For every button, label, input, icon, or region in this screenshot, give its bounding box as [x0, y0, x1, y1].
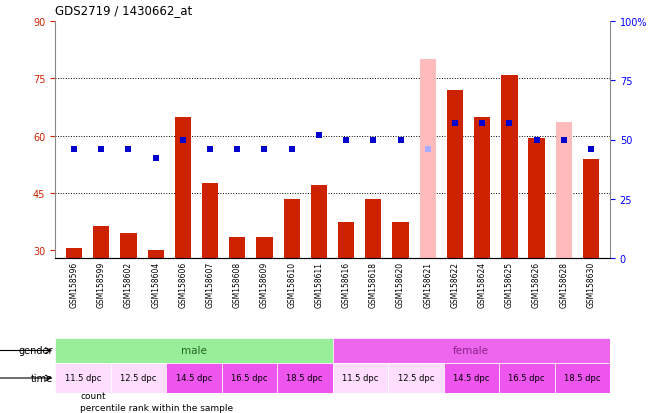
Bar — [583, 159, 599, 259]
Bar — [388, 363, 444, 393]
Bar — [420, 60, 436, 259]
Text: 14.5 dpc: 14.5 dpc — [453, 374, 490, 382]
Point — [477, 120, 488, 127]
Bar — [277, 363, 333, 393]
Bar — [529, 138, 544, 259]
Bar — [66, 249, 82, 259]
Point — [150, 156, 161, 162]
Bar — [447, 90, 463, 259]
Point — [341, 137, 351, 143]
Bar — [202, 184, 218, 259]
Text: time: time — [31, 373, 53, 383]
Bar — [166, 363, 222, 393]
Text: percentile rank within the sample: percentile rank within the sample — [80, 403, 233, 412]
Bar — [175, 117, 191, 259]
Bar — [333, 338, 610, 363]
Text: count: count — [80, 391, 106, 400]
Point — [205, 146, 215, 153]
Text: 12.5 dpc: 12.5 dpc — [120, 374, 156, 382]
Point — [314, 132, 324, 139]
Point — [585, 146, 596, 153]
Point — [259, 146, 270, 153]
Point — [395, 137, 406, 143]
Text: 18.5 dpc: 18.5 dpc — [564, 374, 601, 382]
Point — [504, 120, 515, 127]
Text: 18.5 dpc: 18.5 dpc — [286, 374, 323, 382]
Bar — [120, 234, 137, 259]
Bar — [55, 363, 110, 393]
Bar — [499, 363, 554, 393]
Point — [531, 137, 542, 143]
Bar — [222, 363, 277, 393]
Point — [286, 146, 297, 153]
Bar — [392, 222, 409, 259]
Bar — [556, 123, 572, 259]
Text: 11.5 dpc: 11.5 dpc — [342, 374, 378, 382]
Text: male: male — [181, 346, 207, 356]
Point — [558, 137, 569, 143]
Bar — [333, 363, 388, 393]
Point — [178, 137, 188, 143]
Point — [449, 120, 460, 127]
Bar — [554, 363, 610, 393]
Bar — [365, 199, 381, 259]
Bar — [55, 338, 333, 363]
Bar — [338, 222, 354, 259]
Point — [232, 146, 243, 153]
Bar — [444, 363, 499, 393]
Bar — [284, 199, 300, 259]
Bar — [311, 186, 327, 259]
Text: 11.5 dpc: 11.5 dpc — [65, 374, 101, 382]
Point — [96, 146, 106, 153]
Bar — [256, 237, 273, 259]
Point — [368, 137, 379, 143]
Text: 16.5 dpc: 16.5 dpc — [508, 374, 545, 382]
Text: 16.5 dpc: 16.5 dpc — [231, 374, 267, 382]
Point — [123, 146, 134, 153]
Point — [422, 146, 433, 153]
Bar — [93, 226, 110, 259]
Bar — [229, 237, 246, 259]
Text: GDS2719 / 1430662_at: GDS2719 / 1430662_at — [55, 4, 192, 17]
Bar — [501, 75, 517, 259]
Text: 14.5 dpc: 14.5 dpc — [176, 374, 212, 382]
Point — [69, 146, 79, 153]
Bar — [474, 117, 490, 259]
Bar — [110, 363, 166, 393]
Text: 12.5 dpc: 12.5 dpc — [397, 374, 434, 382]
Bar — [147, 250, 164, 259]
Text: female: female — [453, 346, 489, 356]
Text: gender: gender — [18, 346, 53, 356]
